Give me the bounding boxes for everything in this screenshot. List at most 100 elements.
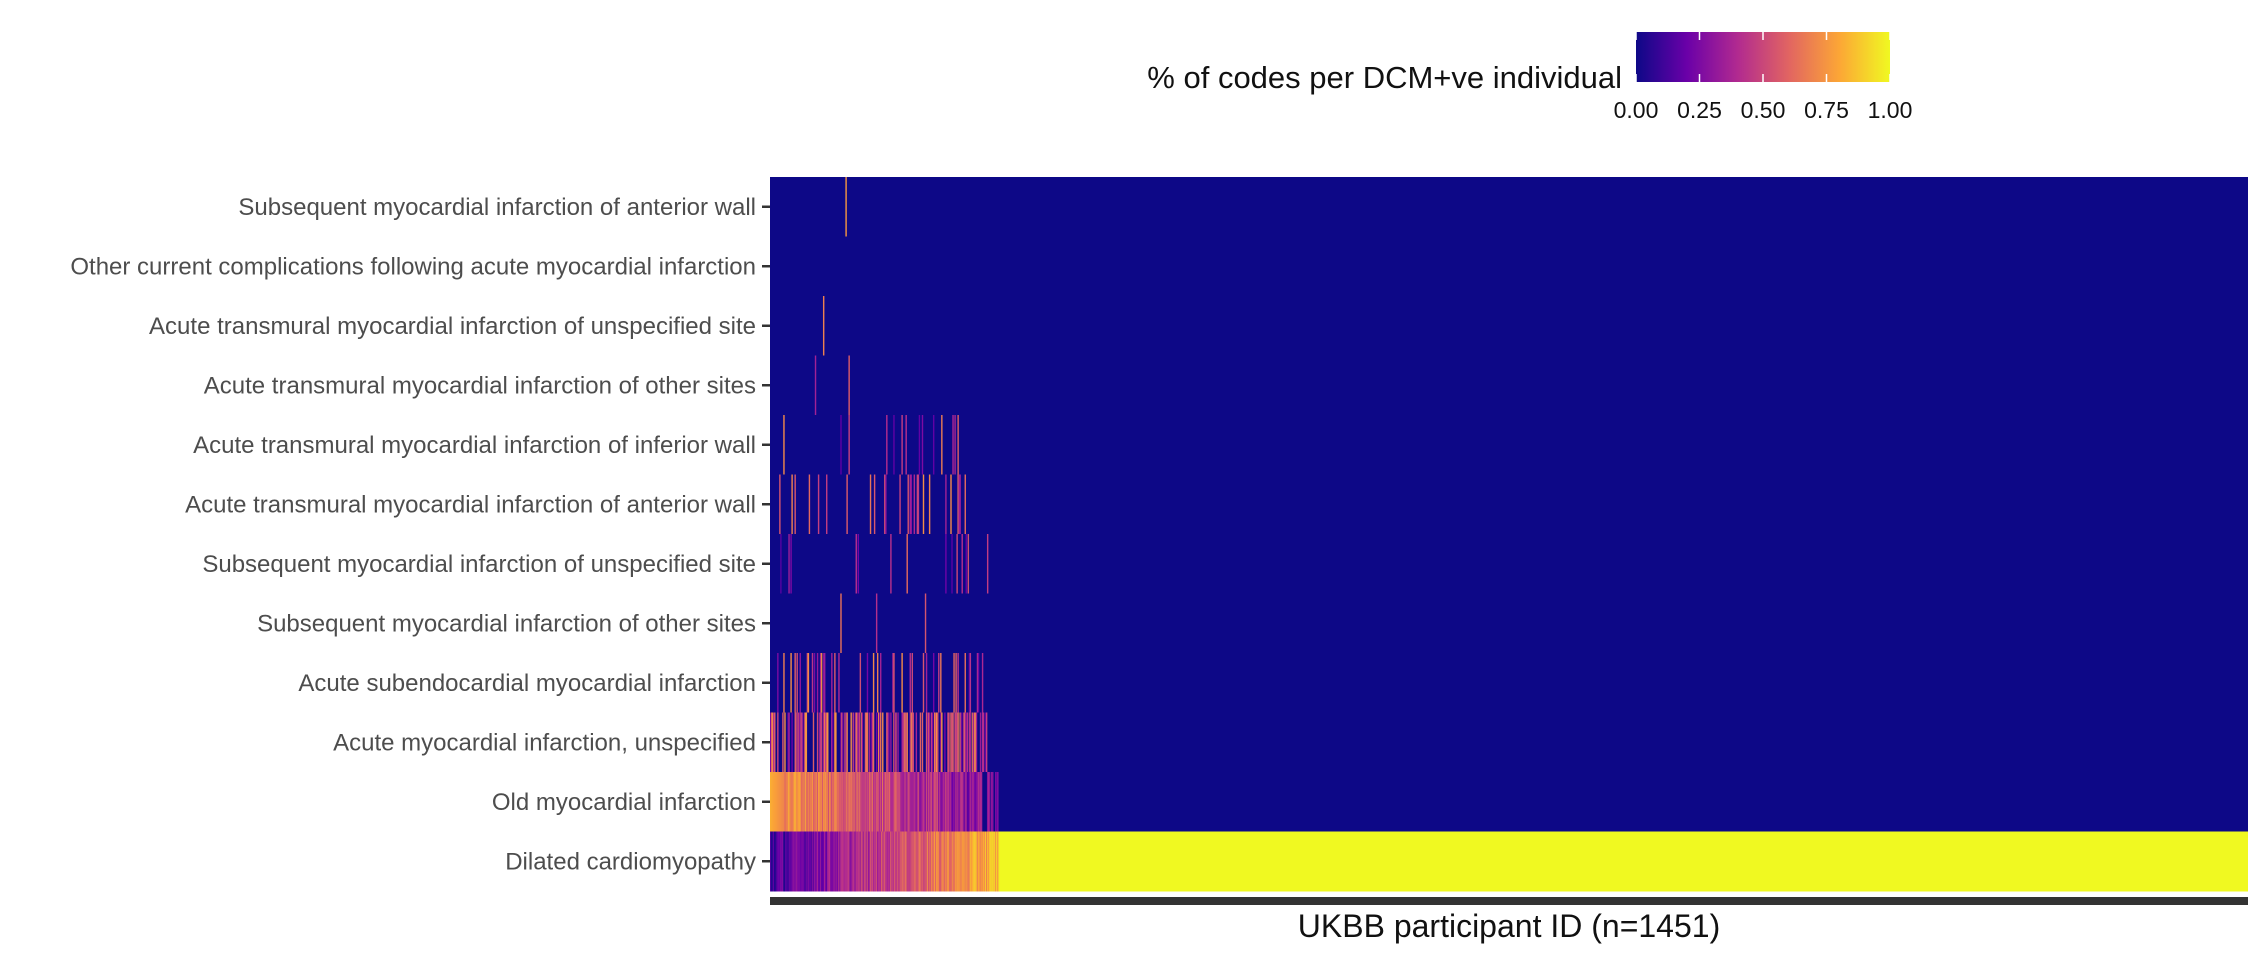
heatmap-cell [872,831,875,892]
heatmap-cell [816,712,819,773]
heatmap-cell [786,831,788,892]
heatmap-cell [971,712,974,773]
heatmap-cell [905,712,907,773]
heatmap-cell [789,831,791,892]
heatmap-cell [950,772,952,832]
heatmap-cell [790,653,792,713]
heatmap-cell [938,831,940,892]
heatmap-cell [973,831,976,892]
heatmap-row [770,415,2248,475]
heatmap-cell [800,712,802,773]
heatmap-cell [827,772,829,832]
heatmap-cell [998,831,1000,892]
heatmap-cell [811,653,814,713]
heatmap-cell [962,831,964,892]
heatmap-cell [959,712,961,773]
heatmap-cell [956,831,958,892]
heatmap-cell [778,772,780,832]
heatmap-cell [825,712,827,773]
heatmap-cell [945,474,947,535]
heatmap-cell [889,772,891,832]
heatmap-cell [777,831,779,892]
heatmap-cell [877,831,880,892]
heatmap-cell [913,474,916,535]
heatmap-cell [857,772,860,832]
heatmap-cell [969,831,972,892]
heatmap-cell [914,772,917,832]
heatmap-cell [859,772,862,832]
heatmap-cell [876,831,879,892]
heatmap-cell [928,712,931,773]
heatmap-cell [953,772,955,832]
heatmap-cell [967,534,970,594]
heatmap-cell [997,831,999,892]
heatmap-cell [837,831,839,892]
heatmap-cell [860,772,863,832]
heatmap-cell [835,712,837,773]
heatmap-cell [777,772,779,832]
heatmap-cell [833,772,835,832]
heatmap-row-background [770,593,2248,654]
heatmap-cell [886,772,888,832]
heatmap-cell [840,593,842,654]
heatmap-cell [901,415,903,475]
heatmap-cell [823,831,826,892]
heatmap-cell [833,831,835,892]
heatmap-cell [810,831,813,892]
heatmap-cell [846,831,848,892]
heatmap-cell [864,712,867,773]
heatmap-cell [914,831,917,892]
heatmap-cell [897,831,899,892]
heatmap-cell [848,831,850,892]
heatmap-cell [808,831,811,892]
heatmap-cell [934,772,936,832]
heatmap-cell [875,772,878,832]
heatmap-cell [864,772,867,832]
heatmap-cell [923,772,926,832]
heatmap-cell [774,772,776,832]
heatmap-cell [935,772,937,832]
heatmap-cell [866,831,869,892]
heatmap-cell [820,712,823,773]
heatmap-cell [968,712,971,773]
heatmap-cell [962,712,964,773]
heatmap-cell [964,772,966,832]
heatmap-cell [960,712,962,773]
heatmap-cell [873,474,876,535]
heatmap-cell [925,772,928,832]
heatmap-cell [862,772,865,832]
heatmap-cell [823,712,826,773]
heatmap-cell [977,831,980,892]
heatmap-cell [865,772,868,832]
heatmap-cell [801,712,803,773]
heatmap-cell [866,712,869,773]
heatmap-cell [773,772,775,832]
heatmap-cell [777,653,779,713]
heatmap-cell [832,712,834,773]
heatmap-cell [887,712,889,773]
heatmap-cell [945,772,947,832]
heatmap-cell [787,772,789,832]
heatmap-cell [973,712,976,773]
heatmap-row-background [770,415,2248,475]
heatmap-cell [889,831,891,892]
heatmap-cell [885,831,887,892]
heatmap-cell [956,772,958,832]
heatmap-cell [858,772,861,832]
heatmap-cell [828,772,830,832]
heatmap-cell [944,712,946,773]
heatmap-cell [838,772,840,832]
heatmap-cell [957,712,959,773]
heatmap-cell [977,772,980,832]
heatmap-cell [910,474,912,535]
heatmap-cell [869,772,872,832]
colorbar-tick-label: 0.00 [1614,97,1659,123]
heatmap-cell [926,712,929,773]
heatmap-cell [952,831,954,892]
heatmap-cell [970,831,973,892]
colorbar-legend: % of codes per DCM+ve individual 0.00 0.2… [1147,32,1912,123]
heatmap-cell [972,772,975,832]
heatmap-cell [947,712,949,773]
heatmap-cell [826,831,828,892]
